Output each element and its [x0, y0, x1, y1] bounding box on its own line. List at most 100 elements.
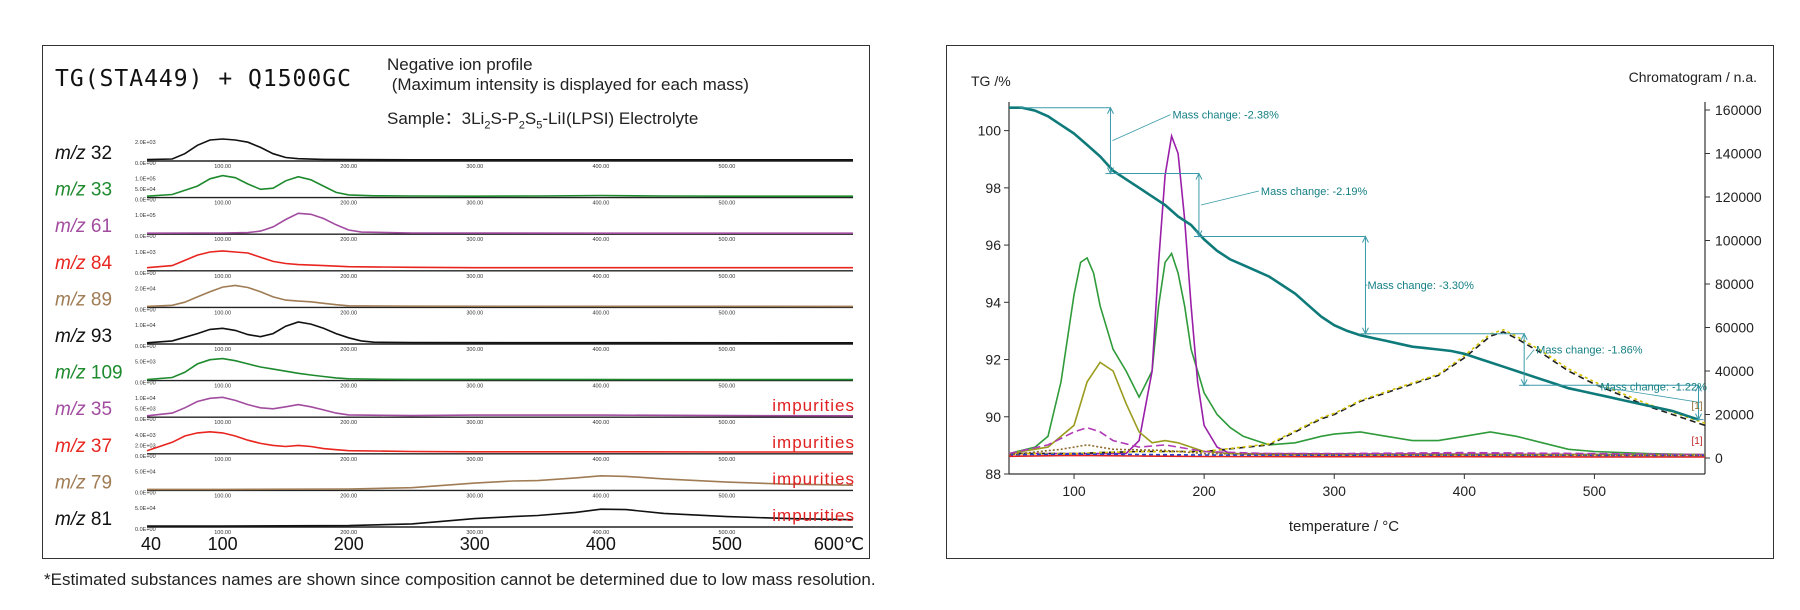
mass-label: m/z 81 — [55, 509, 112, 530]
small-tick-label: 200.00 — [340, 420, 357, 426]
mass-label-value: 35 — [91, 399, 112, 420]
scale-label: 5.0E+03 — [135, 407, 156, 413]
left-chart-subtitle-1: Negative ion profile — [387, 55, 533, 74]
annotation-mark: [1] — [1691, 436, 1702, 447]
ms-curve — [146, 174, 853, 198]
ms-curve — [146, 250, 853, 269]
small-tick-label: 500.00 — [719, 457, 736, 463]
footnote: *Estimated substances names are shown si… — [44, 570, 876, 589]
sample-text-d: -LiI(LPSI) Electrolyte — [542, 109, 699, 128]
small-tick-label: 500.00 — [719, 164, 736, 170]
small-tick-label: 200.00 — [340, 457, 357, 463]
mass-change-annotation-3: Mass change: -3.30% — [1198, 235, 1474, 335]
chromatogram-curve-5 — [1009, 328, 1706, 455]
small-tick-label: 300.00 — [466, 457, 483, 463]
scale-label: 0.0E+00 — [135, 271, 156, 277]
right-tick-label: 100000 — [1715, 233, 1762, 249]
small-tick-label: 400.00 — [592, 201, 609, 207]
scale-label: 0.0E+00 — [135, 234, 156, 240]
small-tick-label: 400.00 — [592, 530, 609, 536]
x-tick-label: 300 — [1323, 483, 1347, 499]
impurities-label: impurities — [772, 469, 855, 488]
right-chart-panel: TG /% Chromatogram / n.a. temperature / … — [946, 45, 1774, 559]
mass-label-value: 93 — [91, 326, 112, 347]
small-tick-label: 100.00 — [214, 493, 231, 499]
mass-label-prefix: m/z — [55, 180, 91, 201]
mass-label: m/z 35 — [55, 399, 112, 420]
mass-change-leader — [1525, 349, 1535, 360]
tg-chromatogram-chart: TG /% Chromatogram / n.a. temperature / … — [971, 69, 1762, 535]
ms-curve — [146, 212, 853, 234]
small-tick-label: 400.00 — [592, 493, 609, 499]
scale-label: 2.0E+03 — [135, 443, 156, 449]
small-tick-label: 200.00 — [340, 384, 357, 390]
ms-row-84: m/z 84 1.0E+03 0.0E+00 100.00 200.00 300.00 40… — [55, 250, 853, 280]
scale-label: 5.0E+04 — [135, 187, 156, 193]
small-tick-label: 200.00 — [340, 347, 357, 353]
ms-row-79: m/z 79 5.0E+04 0.0E+00 100.00 200.00 300.00 40… — [55, 469, 855, 499]
small-tick-label: 100.00 — [214, 384, 231, 390]
mass-change-label: Mass change: -1.86% — [1536, 345, 1643, 357]
scale-label: 0.0E+00 — [135, 381, 156, 387]
mass-label-prefix: m/z — [55, 143, 91, 164]
mass-label-value: 81 — [91, 509, 112, 530]
x-tick-label: 100 — [1062, 483, 1086, 499]
small-tick-label: 100.00 — [214, 201, 231, 207]
mass-label-prefix: m/z — [55, 363, 91, 384]
annotation-mark: [1] — [1691, 401, 1702, 412]
ms-curve — [147, 508, 854, 527]
impurities-label: impurities — [772, 396, 855, 415]
mass-label-prefix: m/z — [55, 216, 91, 237]
impurities-label: impurities — [772, 506, 855, 525]
x-tick-label: 500 — [712, 534, 742, 554]
mass-change-arrow-up — [1520, 332, 1528, 341]
mass-change-annotation-5: Mass change: -1.22% — [1524, 381, 1707, 421]
small-tick-label: 100.00 — [214, 420, 231, 426]
chromatogram-curve-2 — [1009, 133, 1706, 456]
small-tick-label: 500.00 — [719, 310, 736, 316]
small-tick-label: 200.00 — [340, 530, 357, 536]
mass-label: m/z 61 — [55, 216, 112, 237]
sample-sub-1: 2 — [484, 119, 491, 132]
mass-change-label: Mass change: -3.30% — [1367, 280, 1474, 292]
mass-label: m/z 93 — [55, 326, 112, 347]
tg-curve — [1009, 106, 1699, 421]
mass-label: m/z 33 — [55, 180, 112, 201]
small-tick-label: 400.00 — [592, 237, 609, 243]
ms-curve — [146, 396, 854, 417]
left-tick-label: 98 — [985, 180, 1001, 196]
small-tick-label: 400.00 — [592, 164, 609, 170]
chromatogram-curve-1 — [1008, 251, 1706, 456]
sample-text-a: Sample：3Li — [387, 109, 485, 128]
ms-curve — [146, 430, 853, 453]
small-tick-label: 300.00 — [466, 493, 483, 499]
right-tick-label: 60000 — [1715, 320, 1754, 336]
mass-change-annotation-1: Mass change: -2.38% — [1019, 106, 1279, 175]
small-tick-label: 500.00 — [719, 201, 736, 207]
small-tick-label: 400.00 — [592, 420, 609, 426]
right-tick-label: 140000 — [1715, 146, 1762, 162]
ms-curve — [147, 474, 854, 491]
small-tick-label: 400.00 — [592, 310, 609, 316]
left-chart-sample-label: Sample：3Li2S-P2S5-LiI(LPSI) Electrolyte — [387, 104, 698, 131]
small-tick-label: 100.00 — [214, 274, 231, 280]
ms-row-93: m/z 93 1.0E+04 0.0E+00 100.00 200.00 300.00 40… — [55, 321, 854, 353]
right-tick-label: 120000 — [1715, 189, 1762, 205]
small-tick-label: 500.00 — [719, 237, 736, 243]
mass-label-value: 32 — [91, 143, 112, 164]
x-tick-label: 40 — [141, 534, 161, 554]
left-chart-title: TG(STA449) + Q1500GC — [55, 66, 352, 92]
ms-row-61: m/z 61 1.0E+05 0.0E+00 100.00 200.00 300.00 40… — [55, 212, 853, 243]
mass-change-leader — [1112, 114, 1171, 141]
scale-label: 0.0E+00 — [135, 344, 156, 350]
x-tick-label: 200 — [1192, 483, 1216, 499]
mass-label-prefix: m/z — [55, 289, 91, 310]
mass-label-value: 37 — [91, 436, 112, 457]
small-tick-label: 400.00 — [592, 457, 609, 463]
scale-label: 0.0E+00 — [135, 307, 156, 313]
scale-label: 1.0E+05 — [135, 213, 156, 219]
scale-label: 1.0E+04 — [135, 323, 156, 329]
scale-label: 5.0E+04 — [135, 469, 156, 475]
sample-sub-3: 5 — [536, 119, 543, 132]
scale-label: 5.0E+04 — [135, 506, 156, 512]
